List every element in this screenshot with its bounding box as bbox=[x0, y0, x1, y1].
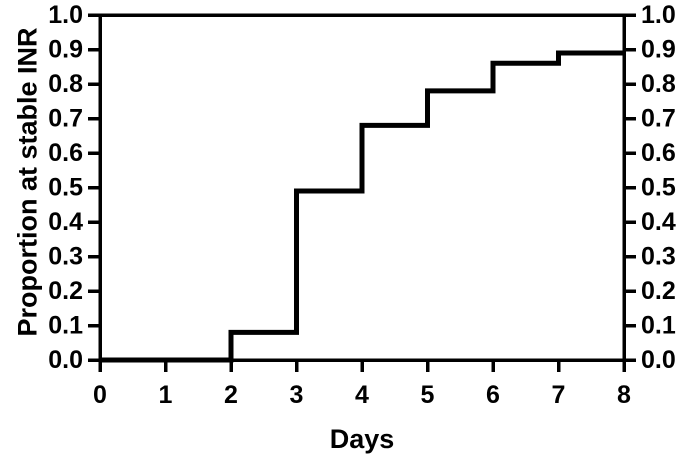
y-tick-label-right: 0.3 bbox=[641, 243, 676, 271]
y-tick-label-left: 0.6 bbox=[48, 139, 83, 167]
y-tick-label-left: 1.0 bbox=[48, 1, 83, 29]
y-tick-label-right: 0.4 bbox=[641, 208, 676, 236]
y-tick-label-right: 0.6 bbox=[641, 139, 676, 167]
y-tick-label-right: 0.5 bbox=[641, 174, 676, 202]
x-axis-title: Days bbox=[329, 424, 395, 454]
y-tick-label-left: 0.9 bbox=[48, 36, 83, 64]
x-tick-label: 7 bbox=[552, 381, 566, 409]
x-tick-label: 5 bbox=[421, 381, 435, 409]
y-tick-label-right: 0.7 bbox=[641, 105, 676, 133]
x-tick-label: 6 bbox=[486, 381, 500, 409]
x-tick-label: 4 bbox=[355, 381, 369, 409]
x-tick-label: 2 bbox=[224, 381, 238, 409]
y-tick-label-left: 0.0 bbox=[48, 346, 83, 374]
stable-inr-step-curve bbox=[100, 50, 624, 363]
y-tick-label-right: 0.1 bbox=[641, 312, 676, 340]
y-tick-label-left: 0.3 bbox=[48, 243, 83, 271]
y-tick-label-left: 0.4 bbox=[48, 208, 83, 236]
y-tick-label-left: 0.5 bbox=[48, 174, 83, 202]
y-tick-label-left: 0.7 bbox=[48, 105, 83, 133]
y-tick-label-right: 1.0 bbox=[641, 1, 676, 29]
y-tick-label-right: 0.8 bbox=[641, 70, 676, 98]
y-axis-title: Proportion at stable INR bbox=[12, 27, 43, 337]
y-tick-label-left: 0.1 bbox=[48, 312, 83, 340]
y-tick-label-right: 0.2 bbox=[641, 277, 676, 305]
y-tick-label-left: 0.2 bbox=[48, 277, 83, 305]
x-tick-label: 3 bbox=[290, 381, 304, 409]
y-tick-label-left: 0.8 bbox=[48, 70, 83, 98]
x-tick-label: 8 bbox=[617, 381, 631, 409]
y-tick-label-right: 0.0 bbox=[641, 346, 676, 374]
y-tick-label-right: 0.9 bbox=[641, 36, 676, 64]
x-tick-label: 0 bbox=[93, 381, 107, 409]
x-tick-label: 1 bbox=[159, 381, 173, 409]
